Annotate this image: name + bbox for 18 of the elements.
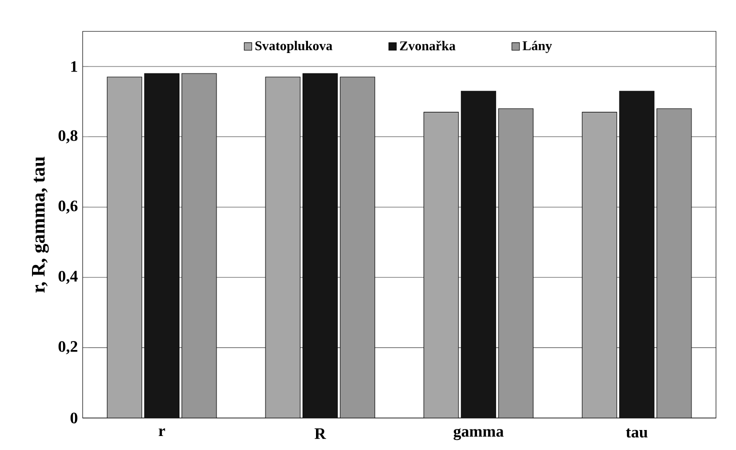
y-tick-label: 0,8 (58, 130, 78, 144)
legend-label: Svatoplukova (255, 40, 332, 53)
legend-label: Zvonařka (400, 40, 456, 50)
x-tick-label: R (314, 428, 326, 439)
bar (265, 76, 300, 418)
x-tick-label: tau (626, 428, 648, 438)
y-tick-label: 0,4 (58, 270, 78, 284)
bar (582, 112, 618, 418)
y-tick-label: 1 (71, 61, 78, 72)
x-tick-label: r (158, 428, 166, 436)
y-tick-label: 0 (70, 412, 78, 424)
y-tick-label: 0,6 (58, 200, 78, 214)
x-tick-label: gamma (454, 428, 504, 440)
bar (424, 112, 459, 418)
bar (106, 76, 142, 418)
y-tick-label: 0,2 (58, 341, 78, 354)
legend-label: Lány (522, 40, 552, 54)
y-axis-title: r, R, gamma, tau (32, 156, 49, 293)
